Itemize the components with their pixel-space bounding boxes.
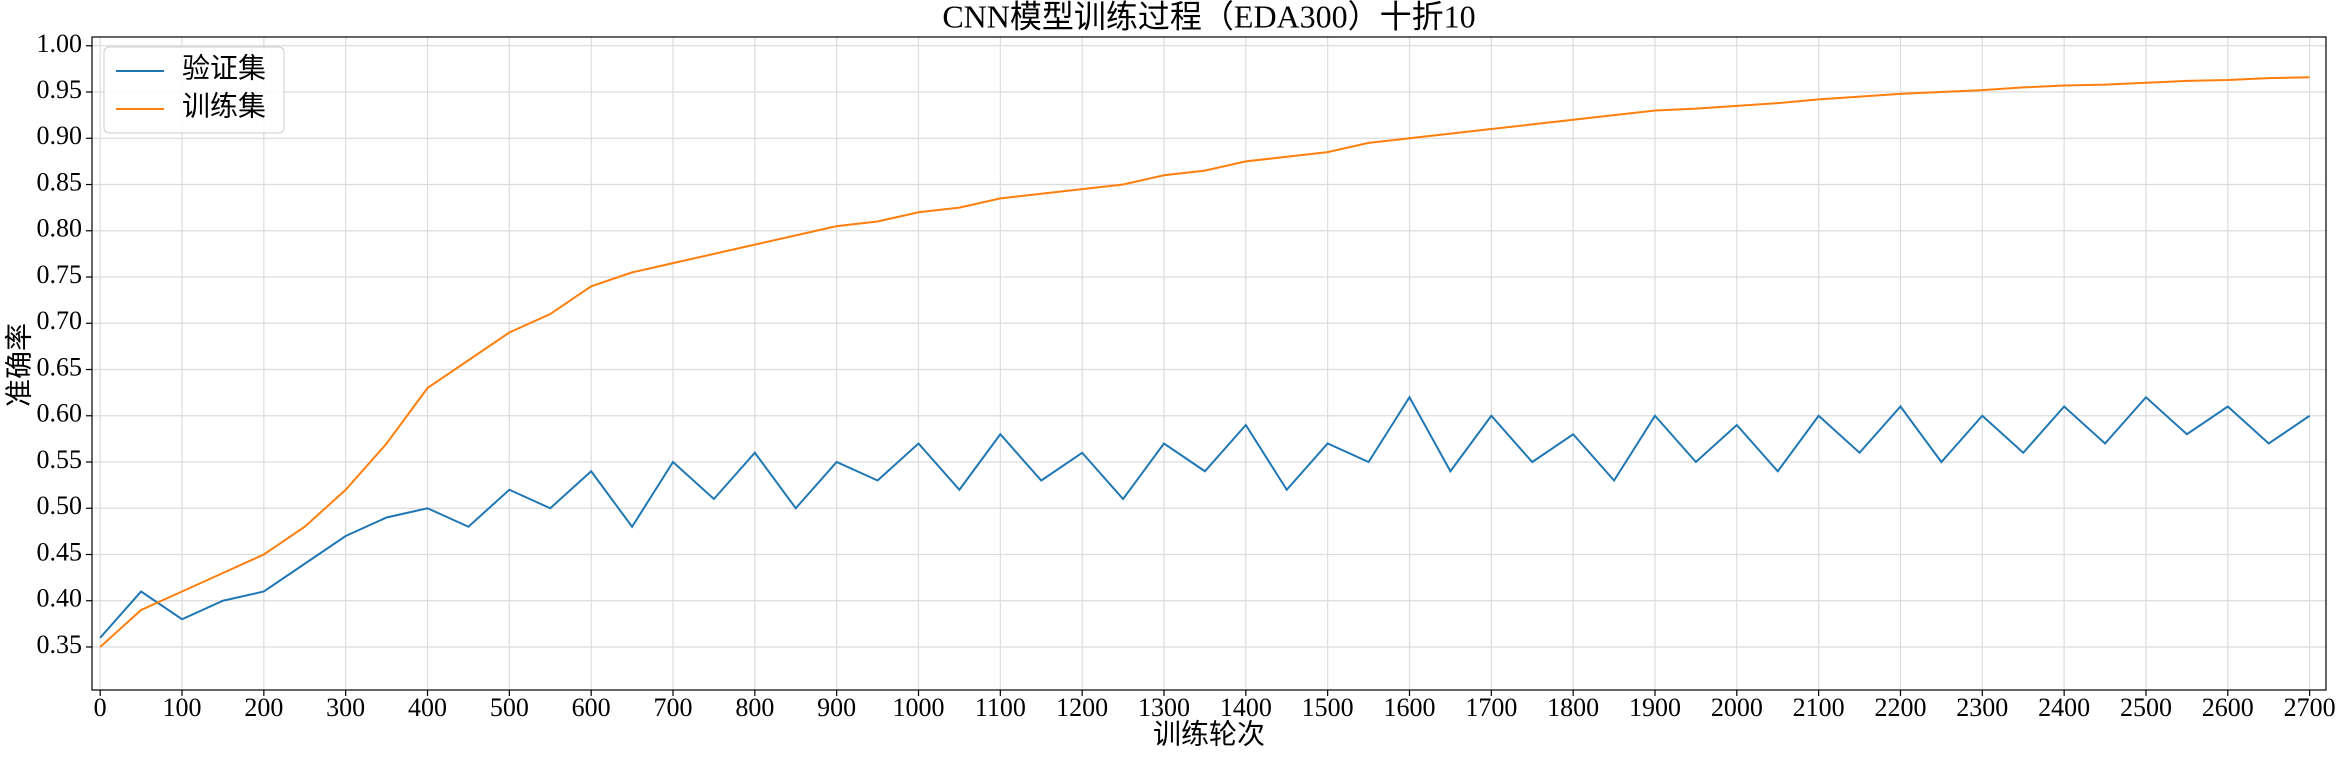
y-tick-label: 0.85 [37,167,83,196]
y-tick-label: 0.35 [37,630,83,659]
x-tick-label: 700 [654,693,693,722]
x-tick-label: 200 [244,693,283,722]
y-tick-label: 0.75 [37,260,83,289]
x-tick-label: 1200 [1056,693,1108,722]
x-tick-label: 1100 [975,693,1026,722]
x-tick-label: 2200 [1874,693,1926,722]
y-tick-label: 0.40 [37,584,83,613]
x-tick-label: 1800 [1547,693,1599,722]
y-tick-label: 0.90 [37,121,83,150]
y-axis-label: 准确率 [3,323,35,407]
legend-box [103,46,285,134]
y-tick-label: 0.80 [37,214,83,243]
x-tick-label: 800 [735,693,774,722]
x-tick-label: 1400 [1220,693,1272,722]
y-tick-label: 0.95 [37,75,83,104]
x-tick-label: 1300 [1138,693,1190,722]
legend-label: 训练集 [182,90,266,122]
x-tick-label: 2000 [1711,693,1763,722]
x-tick-label: 100 [163,693,202,722]
y-tick-label: 0.60 [37,399,83,428]
x-tick-label: 0 [94,693,107,722]
series-line [99,395,2311,639]
plot-frame [91,36,2327,691]
x-tick-label: 400 [408,693,447,722]
x-tick-label: 2500 [2120,693,2172,722]
series-line [99,76,2310,648]
x-tick-label: 2400 [2038,693,2090,722]
x-tick-label: 1500 [1302,693,1354,722]
x-tick-label: 900 [817,693,856,722]
y-tick-label: 0.55 [37,445,83,474]
x-axis-label: 训练轮次 [1153,718,1265,750]
y-tick-label: 1.00 [37,29,83,58]
x-tick-label: 300 [326,693,365,722]
x-tick-label: 600 [572,693,611,722]
y-tick-label: 0.70 [37,306,83,335]
x-tick-label: 1600 [1383,693,1435,722]
y-tick-label: 0.65 [37,352,83,381]
legend-label: 验证集 [182,52,266,84]
x-tick-label: 2300 [1956,693,2008,722]
y-tick-label: 0.50 [37,491,83,520]
x-tick-label: 2100 [1793,693,1845,722]
x-tick-label: 2700 [2284,693,2336,722]
x-tick-label: 500 [490,693,529,722]
x-tick-label: 1000 [892,693,944,722]
x-tick-label: 1700 [1465,693,1517,722]
y-tick-label: 0.45 [37,537,83,566]
x-tick-label: 1900 [1629,693,1681,722]
x-tick-label: 2600 [2202,693,2254,722]
chart-title: CNN模型训练过程（EDA300）十折10 [942,0,1475,34]
